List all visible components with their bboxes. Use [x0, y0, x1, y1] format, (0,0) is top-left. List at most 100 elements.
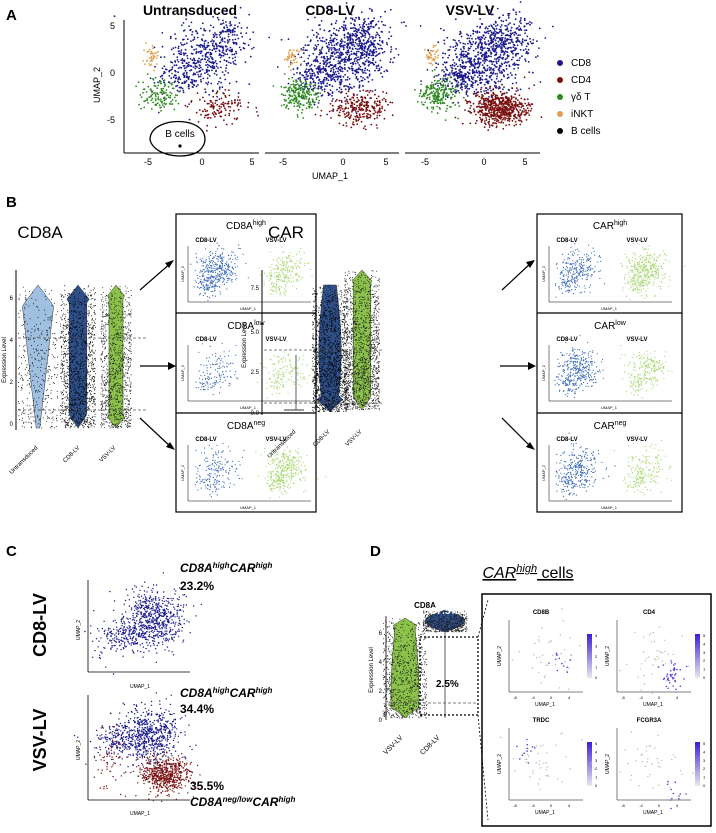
cd8a-violin-title: CD8A — [17, 223, 63, 242]
colorbar-tick: 1 — [595, 775, 598, 780]
d-feature-frame — [481, 593, 712, 827]
c-bottom-label2: CD8Aneg/lowCARhigh — [190, 795, 295, 809]
colorbar-tick: 0 — [703, 675, 706, 680]
d-feature-plots: CD8B -8 -4 0 4 UMAP_1 UMAP_2 4 3 2 1 0 CD4 -8 -4 0 4 UMAP… — [497, 608, 706, 816]
feature-xtick: -4 — [639, 695, 643, 700]
c-bottom-pct: 34.4% — [180, 702, 214, 716]
cluster-gd — [135, 72, 182, 112]
title-cd8lv: CD8-LV — [305, 2, 355, 18]
colorbar-tick: 5 — [703, 741, 706, 746]
colorbar-tick: 4 — [595, 749, 598, 754]
c-bottom-pct2: 35.5% — [190, 779, 224, 793]
group-label: CD8-LV — [312, 429, 331, 448]
panel-c: CD8-LV VSV-LV UMAP_2 UMAP_1 CD8AhighCARh… — [30, 561, 295, 817]
mini-umap-ylabel: UMAP_2 — [541, 464, 546, 481]
arrow-car-high — [501, 261, 533, 291]
feature-xtick: -8 — [621, 803, 625, 808]
feature-xtick: -8 — [513, 803, 517, 808]
car-high-title: CARhigh — [593, 220, 627, 232]
cd8a-violins — [17, 284, 132, 429]
feature-xtick: 4 — [568, 695, 571, 700]
mini-umap-label: CD8-LV — [195, 238, 216, 244]
b-cell-dot — [178, 144, 182, 148]
mini-umap-label: VSV-LV — [627, 238, 648, 244]
mini-umap-axes — [548, 445, 672, 502]
mini-umap-cd8lv — [195, 442, 245, 491]
feature-xtick: -4 — [531, 803, 535, 808]
colorbar-tick: 0 — [703, 783, 706, 788]
c-top-label: CD8AhighCARhigh — [180, 561, 273, 575]
legend-label-gdt: γδ T — [571, 92, 590, 103]
mini-umap-label: CD8-LV — [556, 337, 577, 343]
colorbar-tick: 5 — [595, 741, 598, 746]
ytick: 2.5 — [251, 370, 260, 376]
car-violins — [284, 269, 381, 413]
violin-car-cd8lv — [311, 284, 349, 413]
feature-colorbar — [695, 634, 700, 678]
c-bottom-scatter — [85, 712, 127, 797]
group-label: VSV-LV — [99, 445, 118, 464]
mini-umap-vsvlv — [622, 363, 652, 399]
arrow-cd8a-high — [139, 261, 173, 291]
xtick: -5 — [279, 157, 287, 167]
ylabel-a: UMAP_2 — [92, 67, 102, 103]
c-xlabel: UMAP_1 — [130, 684, 150, 690]
mini-umap-xlabel: UMAP_1 — [601, 306, 618, 311]
legend-a: CD8 CD4 γδ T iNKT B cells — [557, 58, 600, 137]
colorbar-tick: 3 — [703, 758, 706, 763]
feature-axes — [616, 728, 691, 801]
legend-dot-inkt — [557, 111, 563, 117]
cluster-cd4 — [314, 89, 394, 131]
mini-umap-cd8lv — [195, 375, 221, 394]
mini-umap-label: CD8-LV — [195, 337, 216, 343]
colorbar-tick: 1 — [703, 667, 706, 672]
group-label: CD8-LV — [62, 445, 81, 464]
mini-umap-label: CD8-LV — [195, 437, 216, 443]
panel-b: CD8A 6 4 2 0 Expression Level Untransduc… — [2, 213, 686, 513]
colorbar-tick: 5 — [703, 633, 706, 638]
ytick: 0 — [110, 68, 115, 78]
cluster-cd8 — [433, 48, 490, 99]
group-label: Untransduced — [267, 429, 298, 460]
feature-xtick: 4 — [676, 803, 679, 808]
d-violins — [382, 609, 468, 719]
mini-umap-vsvlv — [260, 340, 313, 395]
car-violin-title: CAR — [268, 223, 304, 242]
d-ylabel: Expression Level — [369, 647, 375, 693]
ytick: 0 — [10, 422, 14, 428]
colorbar-tick: 4 — [703, 641, 706, 646]
arrow-car-neg — [501, 417, 533, 449]
mini-umap-label: VSV-LV — [266, 337, 287, 343]
legend-label-cd8: CD8 — [571, 58, 591, 69]
group-label: VSV-LV — [382, 734, 404, 756]
c-bottom-cd8 — [73, 718, 154, 764]
feature-xlabel: UMAP_1 — [535, 702, 555, 708]
cd8a-subset-frame — [175, 213, 317, 513]
colorbar-tick: 2 — [703, 766, 706, 771]
colorbar-tick: 1 — [703, 775, 706, 780]
colorbar-tick: 4 — [703, 749, 706, 754]
mini-umap-vsvlv — [256, 366, 293, 399]
car-ylabel: Expression Level — [242, 322, 248, 368]
mini-umap-ylabel: UMAP_2 — [541, 364, 546, 381]
mini-umap-vsvlv — [619, 344, 673, 401]
c-top-pct: 23.2% — [180, 579, 214, 593]
panel-label-c: C — [6, 543, 17, 560]
mini-umap-cd8lv — [193, 268, 222, 299]
mini-umap-cd8lv — [554, 270, 583, 298]
group-label: Untransduced — [9, 445, 40, 476]
cluster-cd8 — [328, 7, 407, 79]
c-bottom-cd4 — [125, 750, 201, 803]
colorbar-tick: 1 — [595, 665, 598, 670]
mini-umap-label: VSV-LV — [266, 437, 287, 443]
feature-xtick: 0 — [550, 803, 553, 808]
colorbar-tick: 3 — [595, 758, 598, 763]
cd8a-low-title: CD8Alow — [227, 320, 265, 332]
mini-umap-label: CD8-LV — [556, 437, 577, 443]
feature-xtick: 0 — [658, 803, 661, 808]
colorbar-tick: 3 — [595, 644, 598, 649]
cluster-cd4 — [184, 88, 259, 132]
feature-colorbar — [587, 742, 592, 786]
legend-label-cd4: CD4 — [571, 75, 591, 86]
